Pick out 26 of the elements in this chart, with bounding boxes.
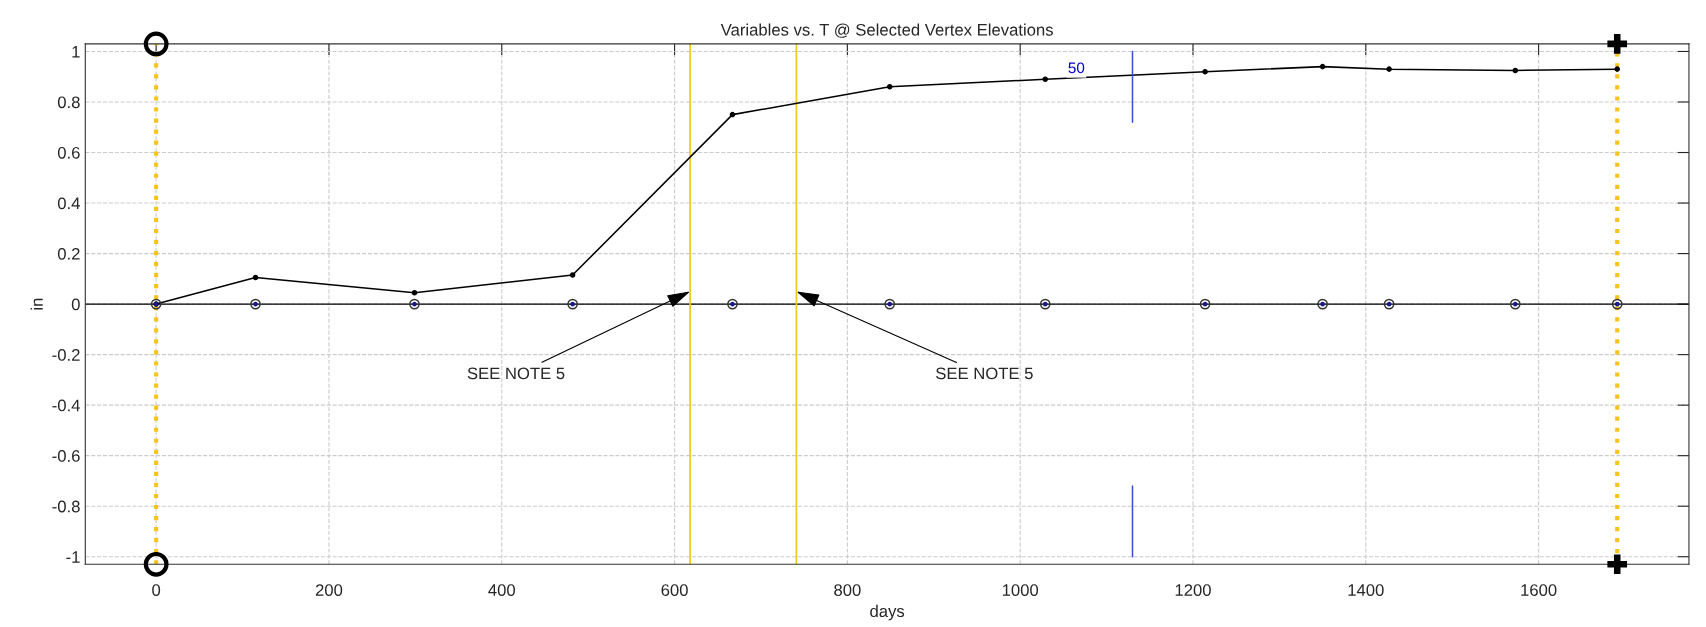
x-tick-label: 1200 (1175, 584, 1211, 596)
y-tick-label: -1 (66, 551, 80, 563)
x-tick-label: 400 (488, 584, 516, 596)
x-tick-label: 0 (152, 584, 161, 596)
y-tick-label: -0.2 (52, 349, 80, 361)
x-tick-label: 1400 (1348, 584, 1384, 596)
annotation: SEE NOTE 5 (467, 367, 565, 380)
y-tick-label: 1 (72, 46, 80, 58)
x-tick-label: 1000 (1002, 584, 1039, 596)
x-tick-label: 800 (834, 584, 861, 596)
x-tick-label: 1600 (1521, 584, 1557, 596)
y-axis-title: in (30, 298, 43, 310)
y-tick-label: 0.8 (57, 96, 80, 109)
x-tick-label: 600 (661, 584, 688, 596)
y-tick-label: -0.6 (52, 450, 80, 462)
y-tick-label: 0.6 (57, 146, 80, 159)
annotation: 50 (1068, 62, 1085, 74)
x-axis-title: days (870, 604, 905, 621)
x-tick-label: 200 (315, 584, 343, 596)
y-tick-label: 0.4 (57, 197, 80, 210)
annotation: SEE NOTE 5 (936, 367, 1033, 380)
y-tick-label: 0 (71, 298, 80, 311)
y-tick-label: -0.8 (52, 500, 80, 513)
y-tick-label: -0.4 (52, 399, 80, 412)
chart-title: Variables vs. T @ Selected Vertex Elevations (720, 23, 1053, 38)
y-tick-label: 0.2 (57, 247, 80, 260)
